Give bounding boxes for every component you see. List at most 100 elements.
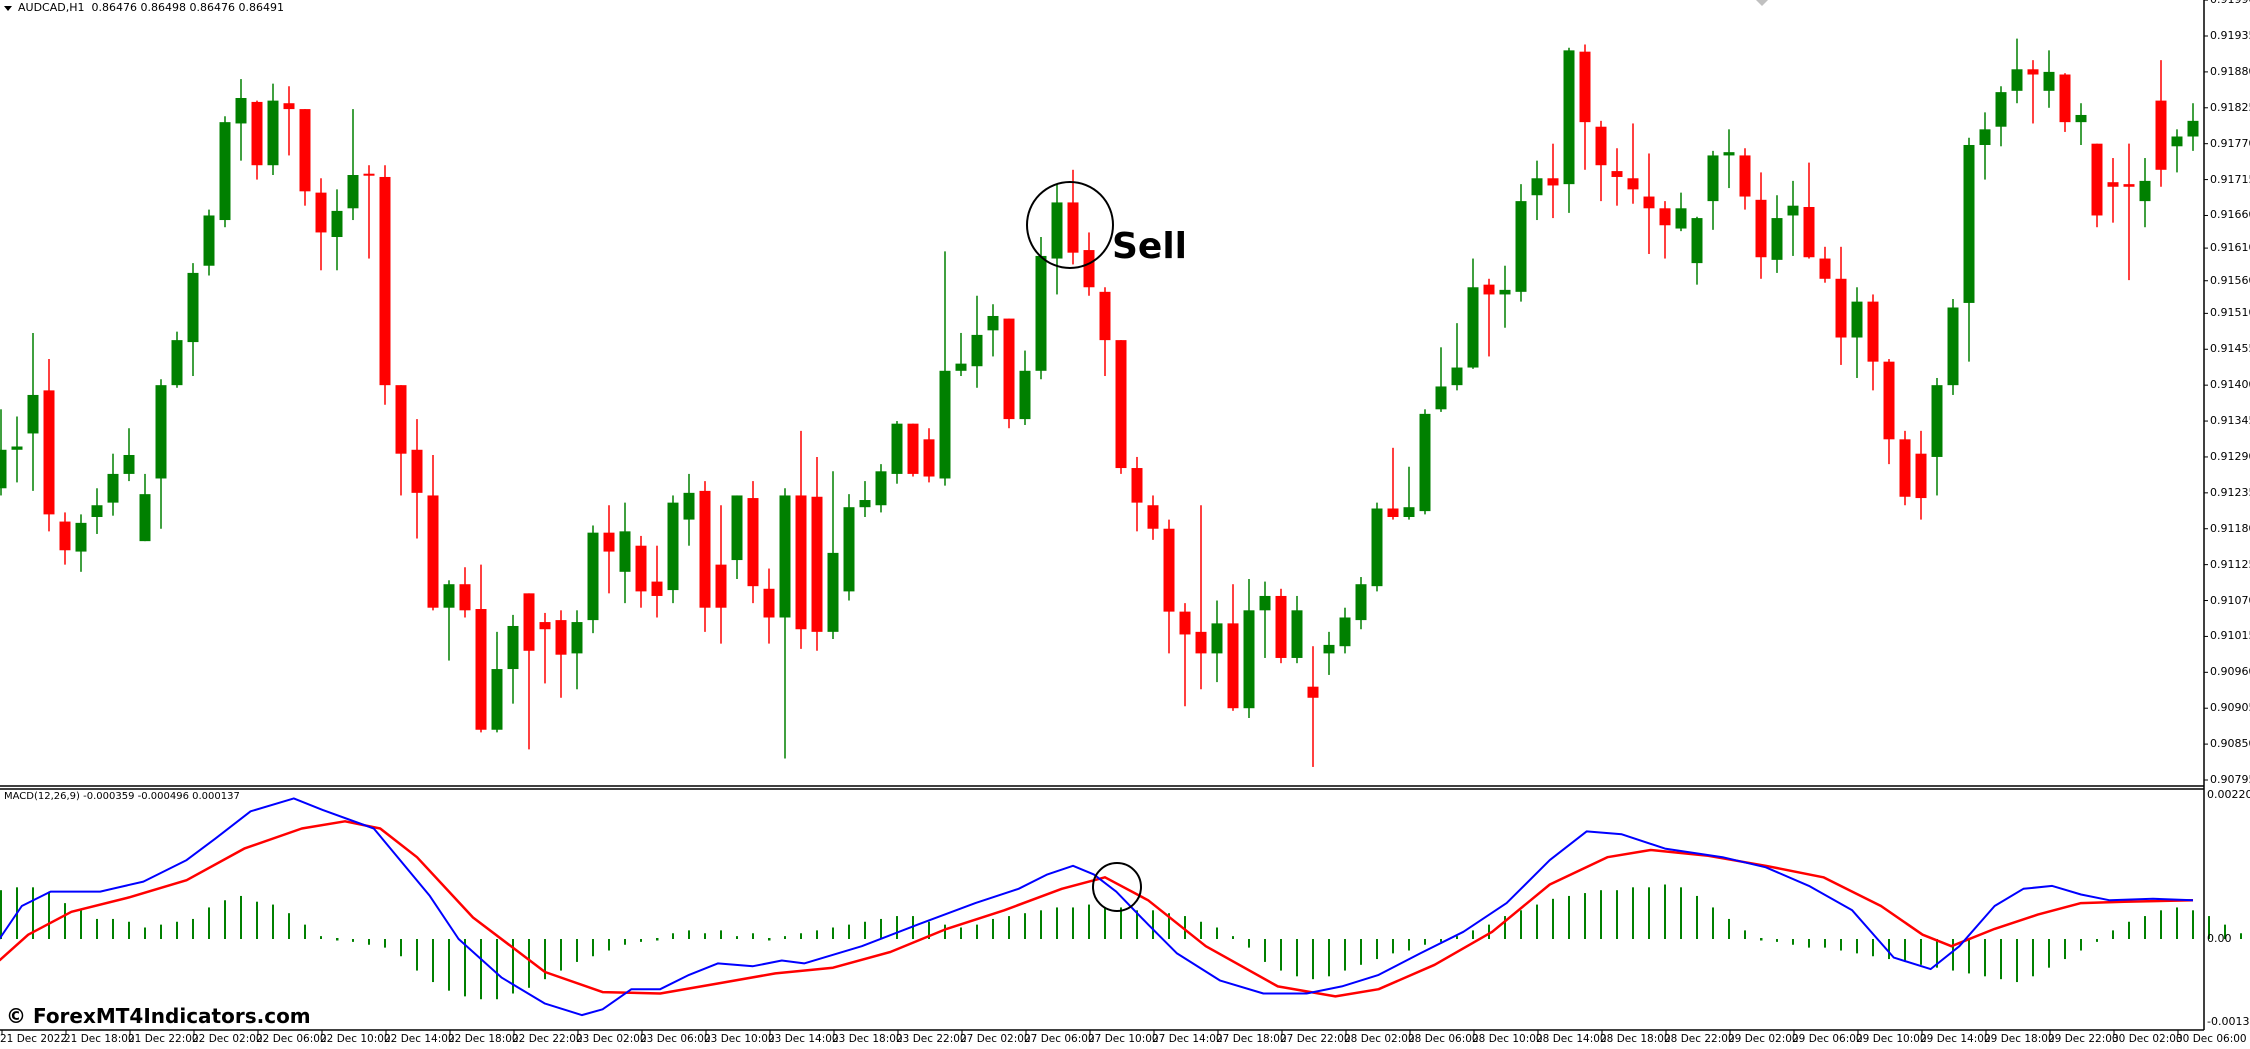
candle bbox=[251, 100, 263, 180]
candle bbox=[1851, 287, 1863, 378]
time-axis-label: 27 Dec 06:00 bbox=[1024, 1033, 1095, 1045]
candle bbox=[315, 178, 327, 271]
candle bbox=[987, 304, 999, 357]
candle bbox=[795, 430, 807, 649]
chart-title: AUDCAD,H1 0.86476 0.86498 0.86476 0.8649… bbox=[4, 1, 284, 14]
candle bbox=[1499, 265, 1511, 328]
candle bbox=[1963, 137, 1975, 362]
candle bbox=[539, 612, 551, 684]
candle bbox=[75, 514, 87, 572]
candle bbox=[1323, 631, 1335, 675]
dropdown-triangle-icon[interactable] bbox=[4, 5, 12, 11]
candle bbox=[1947, 299, 1959, 395]
candle bbox=[2027, 60, 2039, 124]
price-axis-label: 0.91235 bbox=[2210, 485, 2250, 499]
candle bbox=[1163, 519, 1175, 654]
candle bbox=[2091, 143, 2103, 228]
time-axis-label: 27 Dec 02:00 bbox=[960, 1033, 1031, 1045]
candle bbox=[1243, 578, 1255, 718]
candle bbox=[1195, 505, 1207, 690]
candle bbox=[859, 481, 871, 517]
candle bbox=[107, 453, 119, 516]
candle bbox=[1787, 180, 1799, 256]
candle bbox=[843, 494, 855, 601]
time-axis-label: 28 Dec 18:00 bbox=[1600, 1033, 1671, 1045]
candle bbox=[619, 502, 631, 604]
candle bbox=[1643, 153, 1655, 254]
candle bbox=[1275, 588, 1287, 664]
time-axis-label: 29 Dec 14:00 bbox=[1920, 1033, 1991, 1045]
candle bbox=[1755, 172, 1767, 279]
candle bbox=[1451, 323, 1463, 391]
candle bbox=[1563, 47, 1575, 213]
time-axis-label: 22 Dec 06:00 bbox=[256, 1033, 327, 1045]
candle bbox=[971, 295, 983, 388]
candle bbox=[1339, 607, 1351, 654]
macd-main-line bbox=[0, 797, 2194, 1017]
candle bbox=[1019, 350, 1031, 425]
candle bbox=[2155, 60, 2167, 187]
annotation-circles bbox=[1026, 181, 1142, 912]
chart-shift-marker-icon[interactable] bbox=[1756, 0, 1768, 6]
sell-signal-label: Sell bbox=[1112, 226, 1188, 267]
candle bbox=[27, 332, 39, 491]
time-axis-label: 29 Dec 06:00 bbox=[1792, 1033, 1863, 1045]
candle bbox=[603, 505, 615, 594]
candle bbox=[1819, 246, 1831, 283]
candle bbox=[0, 409, 7, 496]
candle bbox=[1227, 584, 1239, 711]
price-axis-label: 0.91825 bbox=[2210, 100, 2250, 114]
candle bbox=[267, 83, 279, 176]
candle bbox=[1547, 143, 1559, 219]
time-axis-label: 23 Dec 02:00 bbox=[576, 1033, 647, 1045]
price-axis-label: 0.91125 bbox=[2210, 557, 2250, 571]
candle bbox=[2123, 143, 2135, 281]
candle bbox=[1579, 44, 1591, 170]
candle bbox=[1179, 603, 1191, 707]
candle bbox=[1371, 502, 1383, 592]
candle bbox=[1803, 162, 1815, 259]
candle bbox=[555, 610, 567, 698]
price-axis-label: 0.90905 bbox=[2210, 701, 2250, 715]
price-axis-label: 0.91990 bbox=[2210, 0, 2250, 6]
time-axis-label: 22 Dec 22:00 bbox=[512, 1033, 583, 1045]
candle bbox=[235, 79, 247, 161]
price-candles bbox=[0, 38, 2199, 767]
candle bbox=[219, 116, 231, 228]
price-axis-label: 0.91015 bbox=[2210, 629, 2250, 643]
candle bbox=[1483, 278, 1495, 357]
candle bbox=[587, 525, 599, 634]
candle bbox=[347, 109, 359, 221]
time-axis-label: 22 Dec 14:00 bbox=[384, 1033, 455, 1045]
time-axis-label: 23 Dec 06:00 bbox=[640, 1033, 711, 1045]
time-axis-label: 28 Dec 02:00 bbox=[1344, 1033, 1415, 1045]
time-axis-label: 28 Dec 22:00 bbox=[1664, 1033, 1735, 1045]
candle bbox=[875, 464, 887, 513]
candle bbox=[299, 109, 311, 206]
candle bbox=[1531, 160, 1543, 221]
candle bbox=[171, 331, 183, 388]
candle bbox=[1403, 466, 1415, 520]
candle bbox=[1291, 595, 1303, 664]
candle bbox=[1115, 340, 1127, 474]
candle bbox=[1307, 646, 1319, 767]
candle bbox=[939, 251, 951, 486]
time-axis-label: 28 Dec 14:00 bbox=[1536, 1033, 1607, 1045]
candle bbox=[1739, 148, 1751, 210]
candle bbox=[59, 512, 71, 565]
time-axis-label: 27 Dec 14:00 bbox=[1152, 1033, 1223, 1045]
candle bbox=[1003, 318, 1015, 429]
candle bbox=[1867, 294, 1879, 391]
candle bbox=[891, 421, 903, 484]
watermark: © ForexMT4Indicators.com bbox=[6, 1004, 311, 1028]
candle bbox=[1915, 430, 1927, 520]
time-axis-label: 29 Dec 02:00 bbox=[1728, 1033, 1799, 1045]
candle bbox=[43, 359, 55, 532]
candle bbox=[1627, 123, 1639, 204]
candle bbox=[1147, 495, 1159, 540]
candle bbox=[2075, 103, 2087, 145]
